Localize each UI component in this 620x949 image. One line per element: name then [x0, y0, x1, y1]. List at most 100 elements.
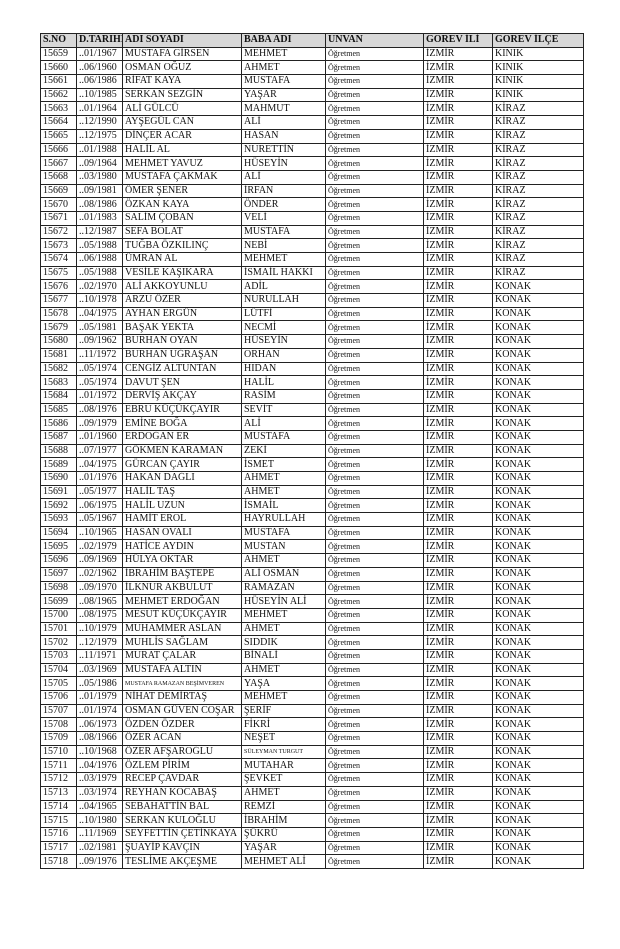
birth-date: ..12/1987 [76, 224, 123, 240]
father-name: ALİ [241, 416, 326, 431]
serial-no: 15687 [40, 429, 77, 445]
serial-no: 15669 [40, 183, 77, 199]
father-name: MAHMUT [241, 101, 326, 117]
father-name: RASİM [241, 388, 326, 404]
province: İZMİR [423, 758, 493, 774]
district: KONAK [492, 471, 584, 486]
father-name: İSMAİL [241, 498, 326, 514]
province: İZMİR [423, 265, 493, 281]
serial-no: 15713 [40, 785, 77, 801]
title: Öğretmen [325, 662, 424, 678]
district: KONAK [492, 580, 584, 596]
district: KONAK [492, 717, 584, 733]
full-name: TUĞBA ÖZKILINÇ [122, 238, 242, 253]
full-name: DAVUT ŞEN [122, 375, 242, 390]
father-name: BİNALİ [241, 648, 326, 664]
title: Öğretmen [325, 306, 424, 322]
father-name: YAŞAR [241, 840, 326, 856]
district: KONAK [492, 840, 584, 856]
full-name: GÖKMEN KARAMAN [122, 443, 242, 459]
document: S.NO D.TARIHI ADI SOYADI BABA ADI UNVAN GOREV… [40, 33, 584, 869]
title: Öğretmen [325, 594, 424, 609]
birth-date: ..11/1972 [76, 347, 123, 363]
serial-no: 15703 [40, 648, 77, 664]
birth-date: ..06/1986 [76, 74, 123, 89]
table-row: 15718 ..09/1976 TESLİME AKÇEŞME MEHMET ALİ Ö… [40, 854, 584, 869]
district: KONAK [492, 334, 584, 349]
serial-no: 15717 [40, 840, 77, 856]
table-row: 15707 ..01/1974 OSMAN GÜVEN COŞAR ŞERİF Öğre… [40, 703, 584, 719]
teacher-table: S.NO D.TARIHI ADI SOYADI BABA ADI UNVAN GOREV… [40, 33, 584, 869]
header-cell: UNVAN [325, 33, 424, 48]
serial-no: 15696 [40, 553, 77, 568]
serial-no: 15663 [40, 101, 77, 117]
table-row: 15710 ..10/1968 ÖZER AFŞAROĞLU SÜLEYMAN TUR… [40, 744, 584, 760]
birth-date: ..10/1968 [76, 744, 123, 760]
district: KONAK [492, 703, 584, 719]
district: KONAK [492, 758, 584, 774]
district: KONAK [492, 320, 584, 336]
province: İZMİR [423, 388, 493, 404]
table-row: 15686 ..09/1979 EMİNE BOĞA ALİ Öğretmen İZMİR… [40, 416, 584, 431]
table-row: 15716 ..11/1969 SEYFETTİN ÇETİNKAYA ŞÜKRÜ Öğ… [40, 826, 584, 842]
full-name: ÖMER ŞENER [122, 183, 242, 199]
serial-no: 15678 [40, 306, 77, 322]
table-row: 15681 ..11/1972 BURHAN UĞRAŞAN ORHAN Öğretme… [40, 347, 584, 363]
serial-no: 15689 [40, 457, 77, 472]
province: İZMİR [423, 594, 493, 609]
province: İZMİR [423, 854, 493, 869]
province: İZMİR [423, 183, 493, 199]
title: Öğretmen [325, 703, 424, 719]
district: KONAK [492, 648, 584, 664]
district: KONAK [492, 443, 584, 459]
title: Öğretmen [325, 210, 424, 226]
title: Öğretmen [325, 731, 424, 746]
father-name: VELİ [241, 210, 326, 226]
province: İZMİR [423, 115, 493, 130]
province: İZMİR [423, 744, 493, 760]
title: Öğretmen [325, 169, 424, 185]
full-name: BURHAN OYAN [122, 334, 242, 349]
birth-date: ..11/1971 [76, 648, 123, 664]
full-name: NİHAT DEMİRTAŞ [122, 690, 242, 705]
district: KİRAZ [492, 169, 584, 185]
full-name: ÖZER ACAN [122, 731, 242, 746]
father-name: ORHAN [241, 347, 326, 363]
title: Öğretmen [325, 416, 424, 431]
table-row: 15712 ..03/1979 RECEP ÇAVDAR ŞEVKET Öğretmen… [40, 772, 584, 787]
father-name: MEHMET [241, 690, 326, 705]
father-name: NURULLAH [241, 293, 326, 308]
province: İZMİR [423, 74, 493, 89]
district: KINIK [492, 46, 584, 62]
serial-no: 15666 [40, 142, 77, 158]
father-name: İRFAN [241, 183, 326, 199]
father-name: SÜLEYMAN TURGUT [241, 744, 326, 760]
province: İZMİR [423, 238, 493, 253]
father-name: AHMET [241, 471, 326, 486]
district: KONAK [492, 690, 584, 705]
birth-date: ..04/1975 [76, 457, 123, 472]
birth-date: ..08/1976 [76, 402, 123, 418]
province: İZMİR [423, 635, 493, 650]
province: İZMİR [423, 498, 493, 514]
father-name: REMZİ [241, 799, 326, 815]
table-row: 15690 ..01/1976 HAKAN DAĞLI AHMET Öğretmen İZ… [40, 471, 584, 486]
title: Öğretmen [325, 785, 424, 801]
father-name: AHMET [241, 662, 326, 678]
full-name: SALİM ÇOBAN [122, 210, 242, 226]
birth-date: ..01/1988 [76, 142, 123, 158]
province: İZMİR [423, 484, 493, 500]
district: KONAK [492, 416, 584, 431]
father-name: SIDDIK [241, 635, 326, 650]
header-cell: ADI SOYADI [122, 33, 242, 48]
table-row: 15670 ..08/1986 ÖZKAN KAYA ÖNDER Öğretmen İZM… [40, 197, 584, 212]
full-name: HAKAN DAĞLI [122, 471, 242, 486]
father-name: LÜTFİ [241, 306, 326, 322]
birth-date: ..05/1967 [76, 512, 123, 527]
district: KİRAZ [492, 101, 584, 117]
district: KONAK [492, 662, 584, 678]
district: KONAK [492, 293, 584, 308]
title: Öğretmen [325, 484, 424, 500]
district: KİRAZ [492, 156, 584, 171]
title: Öğretmen [325, 238, 424, 253]
